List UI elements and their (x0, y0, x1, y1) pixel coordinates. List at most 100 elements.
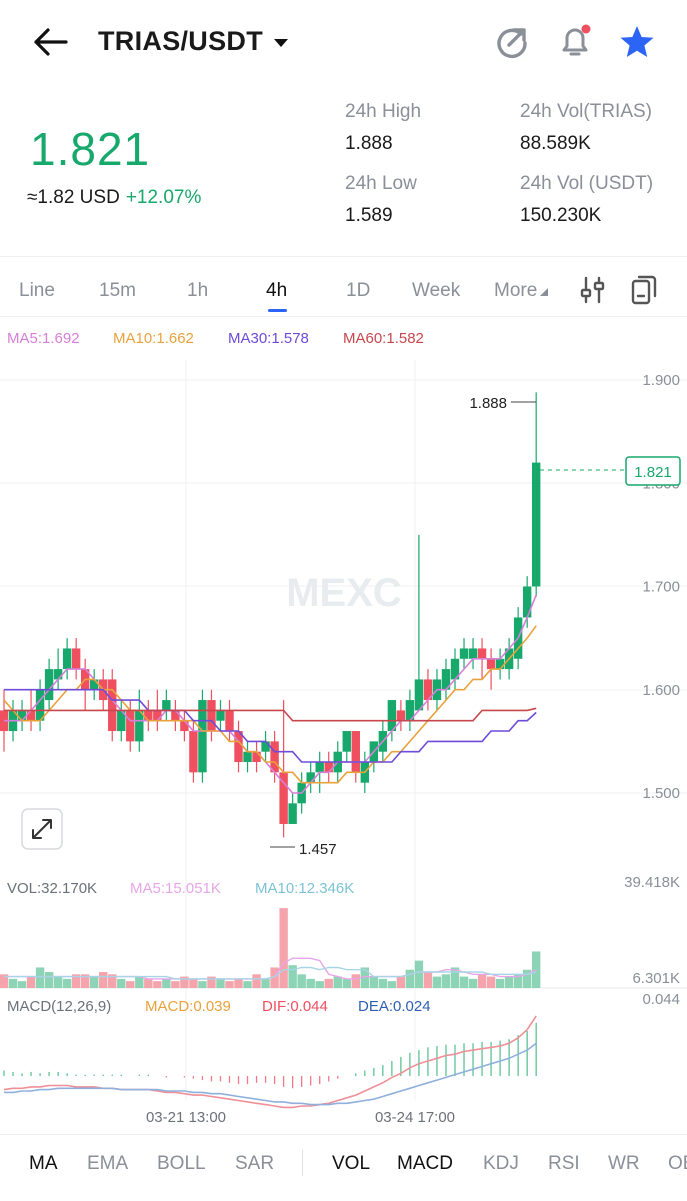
divider (0, 316, 687, 317)
volume-bar (288, 965, 297, 988)
candle-body (71, 648, 81, 670)
candle-body (180, 720, 189, 732)
indicator-obv[interactable]: OBV (668, 1153, 687, 1174)
candle-body (252, 751, 261, 763)
vol-quote-label: 24h Vol (USDT) (520, 173, 654, 194)
vol-quote-value: 150.230K (520, 205, 602, 226)
chart-grid (0, 360, 687, 1100)
volume-bar (207, 976, 216, 988)
ma5-legend: MA5:1.692 (7, 330, 80, 347)
candle-body (288, 803, 297, 824)
volume-bar (162, 978, 171, 988)
change-percent: +12.07% (125, 187, 202, 208)
candle-body (198, 700, 207, 773)
candle-body (459, 648, 469, 659)
volume-bar (441, 974, 451, 988)
candle-body (225, 710, 234, 732)
top-bar: TRIAS/USDT (0, 0, 687, 86)
share-icon[interactable] (494, 24, 530, 60)
ma-line-ma10 (3, 625, 537, 784)
copy-layout-icon[interactable] (630, 274, 658, 306)
tab-line[interactable]: Line (19, 280, 55, 301)
macd-max-label: 0.044 (642, 991, 680, 1008)
ma30-legend: MA30:1.578 (228, 330, 309, 347)
macd-dea-line (4, 1042, 537, 1106)
candle-body (270, 741, 279, 773)
caret-down-icon[interactable] (273, 37, 289, 49)
indicator-divider (302, 1150, 303, 1176)
indicator-macd[interactable]: MACD (397, 1153, 453, 1174)
expand-button[interactable] (21, 808, 63, 850)
vol-base-label: 24h Vol(TRIAS) (520, 101, 652, 122)
candle-body (162, 700, 171, 711)
indicator-rsi[interactable]: RSI (548, 1153, 580, 1174)
volume-bar (333, 976, 342, 988)
arrow-left-icon[interactable] (30, 26, 70, 58)
vol-max-label: 39.418K (624, 874, 680, 891)
candle-body (126, 710, 135, 742)
bell-icon[interactable] (556, 22, 594, 60)
volume-bar (315, 981, 324, 988)
pair-title[interactable]: TRIAS/USDT (98, 26, 289, 57)
volume-bar (342, 978, 351, 988)
star-icon[interactable] (618, 24, 656, 60)
volume-bar (279, 908, 288, 988)
candle-body (35, 689, 45, 721)
tab-more[interactable]: More (494, 280, 549, 302)
volume-bar (252, 974, 261, 988)
volume-bar (135, 976, 144, 988)
candle-body (477, 648, 487, 659)
last-price: 1.821 (30, 123, 151, 175)
macd-legend-dea: DEA:0.024 (358, 998, 431, 1015)
tab-week[interactable]: Week (412, 280, 461, 301)
indicator-wr[interactable]: WR (608, 1153, 640, 1174)
volume-bar (450, 967, 460, 988)
ma10-legend: MA10:1.662 (113, 330, 194, 347)
volume-bar (35, 967, 45, 988)
vol-ma5-legend: MA5:15.051K (130, 880, 221, 897)
indicator-vol[interactable]: VOL (332, 1153, 371, 1174)
candle-body (207, 700, 216, 732)
ma-lines (3, 594, 537, 794)
indicator-ma[interactable]: MA (29, 1153, 58, 1174)
notification-dot (581, 24, 591, 34)
tab-15m[interactable]: 15m (99, 280, 136, 301)
macd-legend-dif: DIF:0.044 (262, 998, 328, 1015)
divider (0, 256, 687, 257)
volume-bar (369, 976, 379, 988)
usd-value: ≈1.82 USD (27, 187, 120, 208)
candle-body (135, 710, 144, 742)
volume-bar (225, 981, 234, 988)
volume-bar (198, 981, 207, 988)
candle-body (153, 710, 162, 721)
price-tick-label: 1.700 (642, 579, 680, 596)
tab-1h[interactable]: 1h (187, 280, 209, 301)
candle-body (324, 762, 333, 773)
volume-bar (405, 969, 415, 988)
indicator-ema[interactable]: EMA (87, 1153, 129, 1174)
tab-1d[interactable]: 1D (346, 280, 371, 301)
volume-bar (99, 972, 108, 988)
indicator-kdj[interactable]: KDJ (483, 1153, 519, 1174)
candle-body (189, 731, 198, 773)
volume-bar (62, 978, 72, 988)
candle-body (26, 710, 36, 721)
volume-bar (297, 974, 306, 988)
indicator-settings-icon[interactable] (580, 275, 606, 305)
volume-bar (324, 978, 333, 988)
high-value: 1.888 (345, 133, 393, 154)
volume-bar (108, 974, 117, 988)
candle-body (351, 731, 360, 773)
volume-bar (26, 976, 36, 988)
volume-bar (126, 981, 135, 988)
candle-body (495, 658, 505, 670)
pair-label[interactable]: TRIAS/USDT (98, 26, 263, 56)
tab-4h[interactable]: 4h (266, 280, 288, 301)
high-marker-label: 1.888 (469, 395, 507, 412)
volume-bar (414, 960, 424, 988)
indicator-sar[interactable]: SAR (235, 1153, 275, 1174)
candle-body (234, 731, 243, 763)
volume-bar (153, 981, 162, 988)
indicator-boll[interactable]: BOLL (157, 1153, 206, 1174)
